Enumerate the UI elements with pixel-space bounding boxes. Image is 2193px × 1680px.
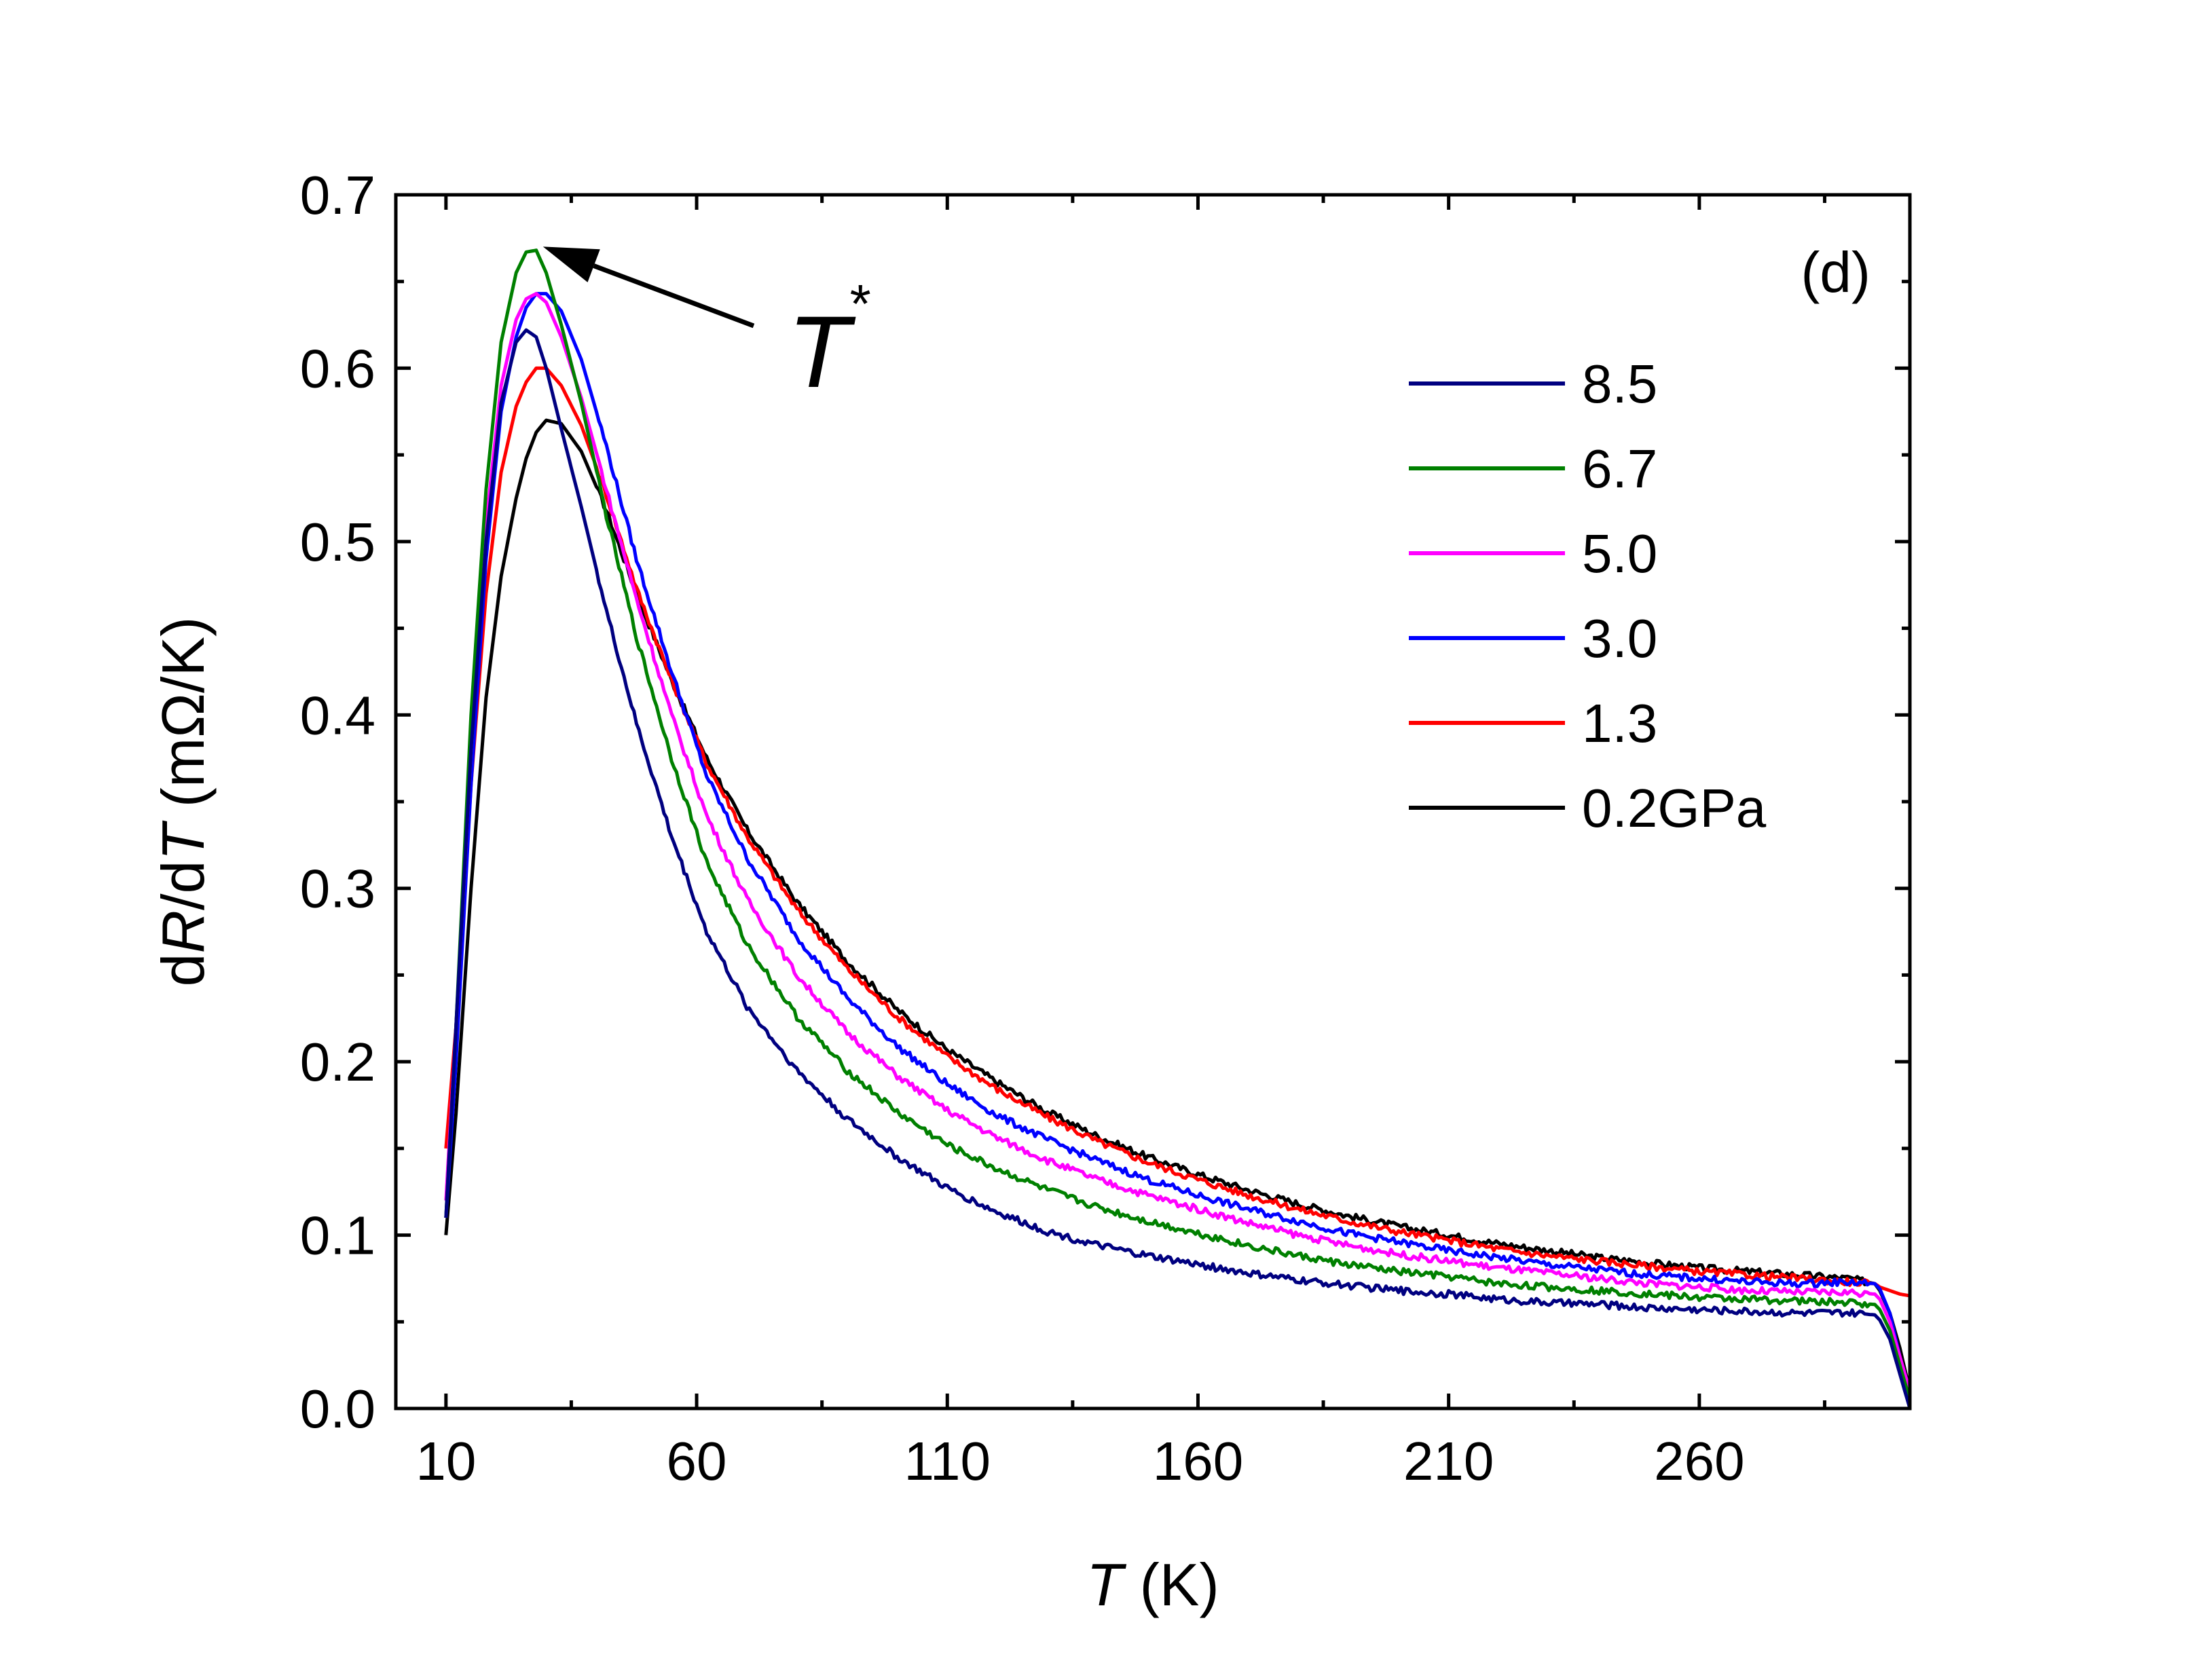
series-line-8-5	[444, 328, 1912, 1409]
y-axis-unit: (mΩ/K)	[149, 617, 217, 824]
y-tick-label: 0.5	[300, 512, 375, 572]
y-tick-labels: 0.0 0.1 0.2 0.3 0.4 0.5 0.6 0.7	[300, 165, 375, 1439]
y-tick-label: 0.2	[300, 1032, 375, 1092]
legend: 8.5 6.7 5.0 3.0 1.3 0.2GPa	[1409, 354, 1767, 838]
x-tick-label: 60	[667, 1431, 727, 1491]
legend-label: 8.5	[1582, 354, 1657, 414]
y-tick-label: 0.0	[300, 1379, 375, 1439]
annotation-symbol: T	[788, 295, 856, 409]
annotation-label: T*	[788, 274, 871, 409]
ticks-layer	[396, 193, 1910, 1411]
y-tick-label: 0.4	[300, 685, 375, 745]
annotation-arrow-line	[593, 263, 755, 329]
y-axis-symbol-r: R	[149, 910, 217, 954]
x-tick-label: 160	[1153, 1431, 1243, 1491]
x-tick-label: 10	[416, 1431, 476, 1491]
x-tick-label: 110	[904, 1431, 991, 1491]
series-line-5-0	[444, 292, 1912, 1392]
y-axis-title: dR/dT (mΩ/K)	[149, 617, 217, 987]
panel-label: (d)	[1801, 240, 1870, 304]
series-line-6-7	[444, 248, 1912, 1400]
x-tick-label: 260	[1654, 1431, 1744, 1491]
x-tick-labels: 10 60 110 160 210 260	[416, 1431, 1744, 1491]
y-tick-label: 0.6	[300, 338, 375, 398]
legend-label: 5.0	[1582, 523, 1657, 584]
x-axis-unit: (K)	[1123, 1551, 1219, 1618]
series-line-3-0	[444, 292, 1912, 1392]
legend-label: 1.3	[1582, 693, 1657, 753]
x-tick-label: 210	[1403, 1431, 1494, 1491]
x-axis-title: T (K)	[1086, 1551, 1219, 1618]
legend-label: 3.0	[1582, 608, 1657, 669]
annotation-t-star: T*	[542, 246, 871, 409]
annotation-arrow-head	[542, 246, 600, 282]
y-tick-label: 0.3	[300, 859, 375, 919]
y-axis-prefix: d	[149, 954, 217, 987]
annotation-superscript: *	[850, 274, 871, 334]
y-axis-mid: /d	[149, 861, 217, 910]
y-tick-label: 0.7	[300, 165, 375, 225]
legend-label: 6.7	[1582, 438, 1657, 499]
y-tick-label: 0.1	[300, 1206, 375, 1266]
y-axis-symbol-t: T	[149, 821, 217, 861]
legend-label: 0.2GPa	[1582, 778, 1767, 838]
x-axis-symbol: T	[1086, 1551, 1126, 1618]
series-layer	[444, 248, 1912, 1409]
